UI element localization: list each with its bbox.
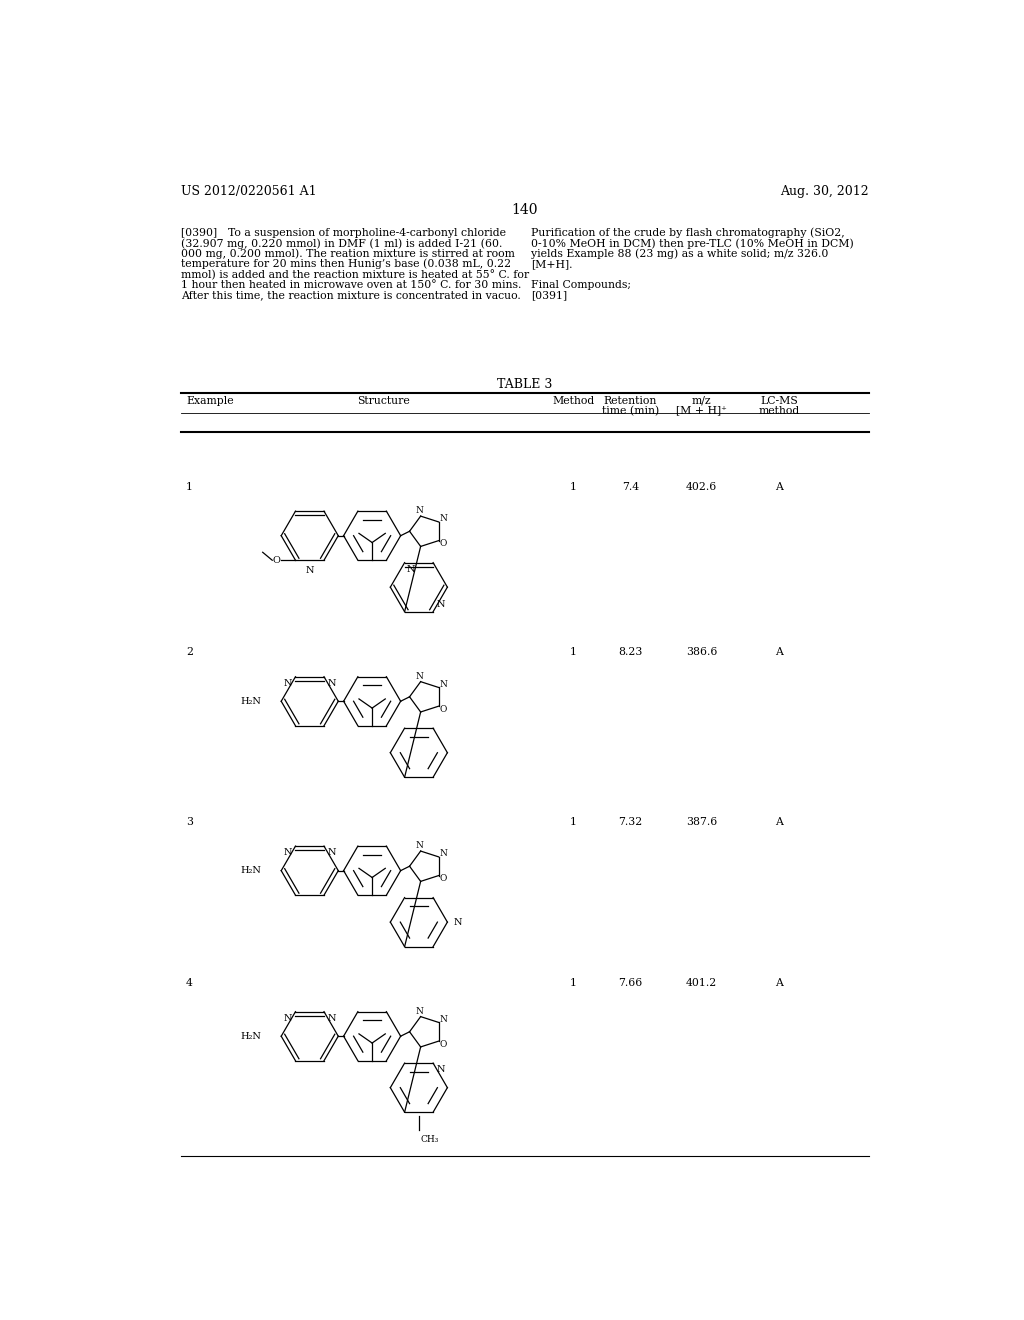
- Text: 1: 1: [570, 647, 578, 657]
- Text: [M + H]⁺: [M + H]⁺: [676, 405, 727, 416]
- Text: N: N: [305, 566, 314, 576]
- Text: yields Example 88 (23 mg) as a white solid; m/z 326.0: yields Example 88 (23 mg) as a white sol…: [531, 248, 828, 259]
- Text: N: N: [439, 849, 446, 858]
- Text: N: N: [439, 680, 446, 689]
- Text: N: N: [284, 849, 293, 858]
- Text: Example: Example: [186, 396, 233, 405]
- Text: Final Compounds;: Final Compounds;: [531, 280, 631, 289]
- Text: H₂N: H₂N: [241, 697, 261, 706]
- Text: H₂N: H₂N: [241, 866, 261, 875]
- Text: A: A: [775, 482, 783, 492]
- Text: After this time, the reaction mixture is concentrated in vacuo.: After this time, the reaction mixture is…: [180, 290, 520, 300]
- Text: US 2012/0220561 A1: US 2012/0220561 A1: [180, 185, 316, 198]
- Text: [0391]: [0391]: [531, 290, 567, 300]
- Text: time (min): time (min): [601, 405, 658, 416]
- Text: 140: 140: [512, 203, 538, 216]
- Text: N: N: [407, 565, 415, 574]
- Text: N: N: [415, 507, 423, 516]
- Text: H₂N: H₂N: [241, 1032, 261, 1040]
- Text: m/z: m/z: [691, 396, 712, 405]
- Text: N: N: [439, 515, 446, 523]
- Text: O: O: [439, 1040, 446, 1049]
- Text: 1: 1: [570, 978, 578, 989]
- Text: O: O: [439, 874, 446, 883]
- Text: 7.66: 7.66: [618, 978, 642, 989]
- Text: 8.23: 8.23: [618, 647, 642, 657]
- Text: 401.2: 401.2: [686, 978, 717, 989]
- Text: N: N: [415, 672, 423, 681]
- Text: temperature for 20 mins then Hunig’s base (0.038 mL, 0.22: temperature for 20 mins then Hunig’s bas…: [180, 259, 511, 269]
- Text: A: A: [775, 978, 783, 989]
- Text: 387.6: 387.6: [686, 817, 717, 826]
- Text: [M+H].: [M+H].: [531, 259, 572, 269]
- Text: N: N: [415, 841, 423, 850]
- Text: A: A: [775, 817, 783, 826]
- Text: N: N: [284, 678, 293, 688]
- Text: 1: 1: [570, 817, 578, 826]
- Text: O: O: [439, 705, 446, 714]
- Text: Retention: Retention: [603, 396, 656, 405]
- Text: 402.6: 402.6: [686, 482, 717, 492]
- Text: mmol) is added and the reaction mixture is heated at 55° C. for: mmol) is added and the reaction mixture …: [180, 269, 528, 280]
- Text: O: O: [439, 540, 446, 548]
- Text: 7.32: 7.32: [618, 817, 642, 826]
- Text: CH₃: CH₃: [421, 1135, 439, 1144]
- Text: [0390] To a suspension of morpholine-4-carbonyl chloride: [0390] To a suspension of morpholine-4-c…: [180, 227, 506, 238]
- Text: 1: 1: [570, 482, 578, 492]
- Text: method: method: [759, 405, 800, 416]
- Text: Method: Method: [553, 396, 595, 405]
- Text: O: O: [272, 556, 280, 565]
- Text: N: N: [436, 601, 444, 610]
- Text: TABLE 3: TABLE 3: [497, 378, 553, 391]
- Text: N: N: [415, 1007, 423, 1016]
- Text: 3: 3: [186, 817, 194, 826]
- Text: N: N: [327, 678, 336, 688]
- Text: N: N: [454, 917, 462, 927]
- Text: 4: 4: [186, 978, 193, 989]
- Text: 2: 2: [186, 647, 194, 657]
- Text: LC-MS: LC-MS: [760, 396, 798, 405]
- Text: Purification of the crude by flash chromatography (SiO2,: Purification of the crude by flash chrom…: [531, 227, 845, 239]
- Text: 000 mg, 0.200 mmol). The reation mixture is stirred at room: 000 mg, 0.200 mmol). The reation mixture…: [180, 248, 515, 259]
- Text: 7.4: 7.4: [622, 482, 639, 492]
- Text: 1: 1: [186, 482, 194, 492]
- Text: Aug. 30, 2012: Aug. 30, 2012: [780, 185, 869, 198]
- Text: 0-10% MeOH in DCM) then pre-TLC (10% MeOH in DCM): 0-10% MeOH in DCM) then pre-TLC (10% MeO…: [531, 238, 854, 248]
- Text: N: N: [439, 1015, 446, 1024]
- Text: 1 hour then heated in microwave oven at 150° C. for 30 mins.: 1 hour then heated in microwave oven at …: [180, 280, 521, 289]
- Text: N: N: [327, 1014, 336, 1023]
- Text: A: A: [775, 647, 783, 657]
- Text: N: N: [284, 1014, 293, 1023]
- Text: 386.6: 386.6: [686, 647, 717, 657]
- Text: Structure: Structure: [357, 396, 411, 405]
- Text: (32.907 mg, 0.220 mmol) in DMF (1 ml) is added I-21 (60.: (32.907 mg, 0.220 mmol) in DMF (1 ml) is…: [180, 238, 502, 248]
- Text: N: N: [327, 849, 336, 858]
- Text: N: N: [436, 1065, 444, 1074]
